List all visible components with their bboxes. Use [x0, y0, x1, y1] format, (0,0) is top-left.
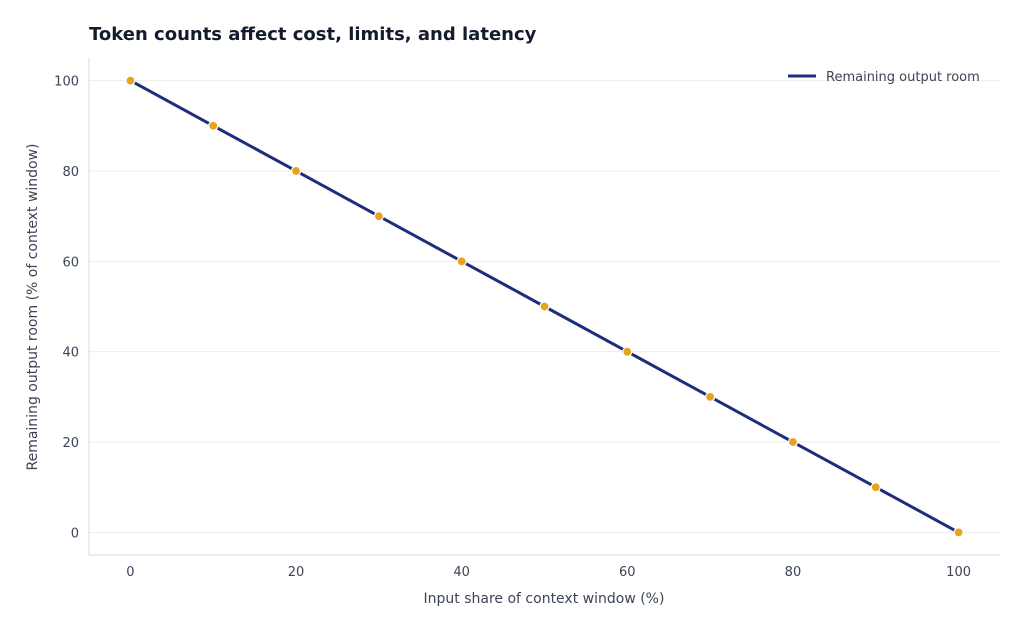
axes — [88, 58, 1000, 556]
x-tick-label-100: 100 — [946, 565, 971, 580]
legend-label: Remaining output room — [826, 70, 980, 85]
data-point-40 — [456, 256, 467, 267]
x-tick-label-20: 20 — [288, 565, 305, 580]
grid-lines — [89, 80, 1000, 533]
y-tick-labels: 0 20 40 60 80 100 — [54, 75, 79, 542]
x-axis-label: Input share of context window (%) — [424, 591, 665, 607]
y-tick-label-60: 60 — [62, 255, 79, 270]
legend: Remaining output room — [788, 70, 980, 85]
y-tick-label-20: 20 — [62, 436, 79, 451]
data-point-30 — [373, 211, 384, 222]
chart-title: Token counts affect cost, limits, and la… — [89, 24, 537, 45]
x-tick-label-80: 80 — [785, 565, 802, 580]
data-point-50 — [539, 301, 550, 312]
x-tick-labels: 0 20 40 60 80 100 — [126, 565, 971, 580]
y-tick-label-40: 40 — [62, 346, 79, 361]
x-tick-label-40: 40 — [453, 565, 470, 580]
x-tick-label-0: 0 — [126, 565, 134, 580]
y-tick-label-100: 100 — [54, 75, 79, 90]
data-point-10 — [208, 120, 219, 131]
data-point-80 — [787, 436, 799, 448]
data-point-100 — [953, 527, 964, 538]
x-tick-label-60: 60 — [619, 565, 636, 580]
data-point-0 — [125, 75, 136, 86]
series-layer — [125, 75, 964, 538]
y-tick-label-80: 80 — [62, 165, 79, 180]
data-point-60 — [622, 346, 633, 357]
data-point-90 — [870, 482, 881, 493]
data-point-70 — [705, 391, 716, 402]
y-tick-label-0: 0 — [71, 526, 79, 541]
y-axis-label: Remaining output room (% of context wind… — [25, 143, 41, 470]
data-point-20 — [290, 165, 302, 177]
